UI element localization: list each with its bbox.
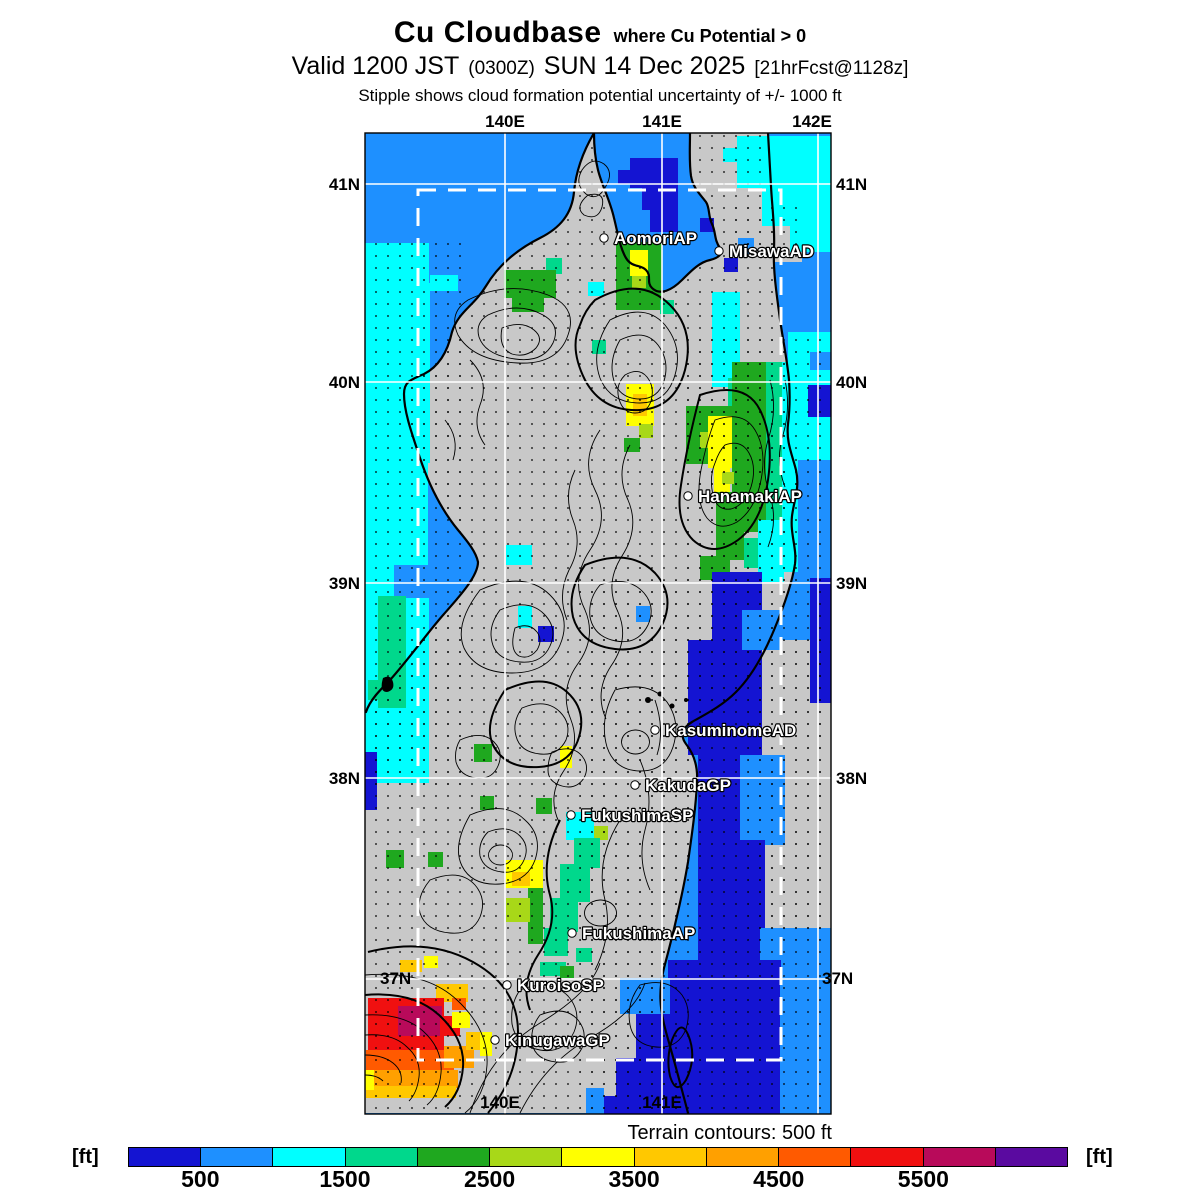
station-label: KasuminomeAD [665,721,796,740]
colorbar-tick-label: 3500 [608,1166,660,1192]
station-marker: KasuminomeAD [650,720,798,741]
graticule-label: 142E [792,112,832,131]
graticule-label: 41N [329,175,360,194]
station-label: MisawaAD [729,242,814,261]
colorbar-segment [706,1148,780,1166]
page-title: Cu Cloudbase where Cu Potential > 0 [0,16,1200,50]
station-dot-icon [490,1035,500,1045]
station-dot-icon [683,491,693,501]
station-marker: AomoriAP [599,228,698,249]
terrain-contour-note: Terrain contours: 500 ft [627,1122,832,1144]
station-marker: FukushimaAP [567,923,697,944]
colorbar-tick-label: 5500 [897,1166,949,1192]
colorbar-tick-label: 1500 [319,1166,371,1192]
graticule-label: 41N [836,175,867,194]
colorbar-segment [345,1148,418,1166]
valid-date: SUN 14 Dec 2025 [543,52,746,80]
station-marker: FukushimaSP [566,805,695,826]
colorbar-tick-label: 500 [181,1166,220,1192]
colorbar-unit-left: [ft] [72,1146,99,1168]
graticule-label: 39N [329,574,360,593]
station-label: KuroisoSP [517,976,604,995]
station-label: KakudaGP [645,776,731,795]
station-label: FukushimaAP [582,924,695,943]
station-label: HanamakiAP [698,487,802,506]
station-markers: AomoriAP MisawaAD HanamakiAP KasuminomeAD Ka… [490,228,815,1051]
station-dot-icon [714,246,724,256]
graticule-label: 39N [836,574,867,593]
station-marker: KinugawaGP [490,1030,611,1051]
colorbar-segment [273,1148,346,1166]
station-dot-icon [630,780,640,790]
graticule-label: 38N [836,769,867,788]
colorbar-tick-label: 2500 [463,1166,516,1192]
colorbar-segment [417,1148,491,1166]
graticule-label: 37N [380,969,411,988]
colorbar-segment [779,1148,852,1166]
valid-time-line: Valid 1200 JST (0300Z) SUN 14 Dec 2025 [… [0,52,1200,81]
colorbar-segment [129,1148,202,1166]
graticule-label: 40N [836,373,867,392]
valid-zulu: (0300Z) [468,58,535,79]
forecast-tag: [21hrFcst@1128z] [754,58,909,79]
graticule-label: 141E [642,1093,682,1112]
station-dot-icon [566,810,576,820]
station-dot-icon [650,725,660,735]
stipple-note-line: Stipple shows cloud formation potential … [0,86,1200,106]
station-marker: KakudaGP [630,775,732,796]
station-dot-icon [502,980,512,990]
coastline [365,133,799,1114]
title-main: Cu Cloudbase [393,16,602,49]
colorbar-unit-right: [ft] [1086,1146,1113,1168]
graticule-label: 37N [822,969,853,988]
colorbar-segment [851,1148,924,1166]
colorbar-segment [995,1148,1068,1166]
map-frame [364,132,832,1115]
colorbar [128,1147,1068,1167]
colorbar-segment [201,1148,274,1166]
title-note: where Cu Potential > 0 [613,26,807,46]
colorbar-segment [490,1148,563,1166]
terrain-contours [365,160,788,1114]
graticule-label: 140E [480,1093,520,1112]
station-marker: MisawaAD [714,241,815,262]
colorbar-segment [634,1148,707,1166]
graticule-lines [365,133,831,1114]
graticule-label: 140E [485,112,525,131]
graticule-labels: 140E 141E 142E 140E 141E 41N 40N 39N 38N 37N 41N 40… [329,112,867,1112]
station-marker: KuroisoSP [502,975,605,996]
colorbar-segment [562,1148,635,1166]
stipple-note: Stipple shows cloud formation potential … [358,86,842,105]
colorbar-segment [923,1148,996,1166]
graticule-label: 141E [642,112,682,131]
station-dot-icon [567,928,577,938]
colorbar-tick-labels: 500 1500 2500 3500 4500 5500 [128,1166,1068,1198]
stipple-overlay [365,133,831,1114]
graticule-label: 38N [329,769,360,788]
station-marker: HanamakiAP [683,486,803,507]
station-dot-icon [599,233,609,243]
station-label: FukushimaSP [581,806,693,825]
colorbar-tick-label: 4500 [753,1166,805,1192]
station-label: AomoriAP [614,229,697,248]
station-label: KinugawaGP [505,1031,610,1050]
domain-boundary [416,188,783,1062]
graticule-label: 40N [329,373,360,392]
valid-prefix: Valid 1200 JST [291,52,460,80]
